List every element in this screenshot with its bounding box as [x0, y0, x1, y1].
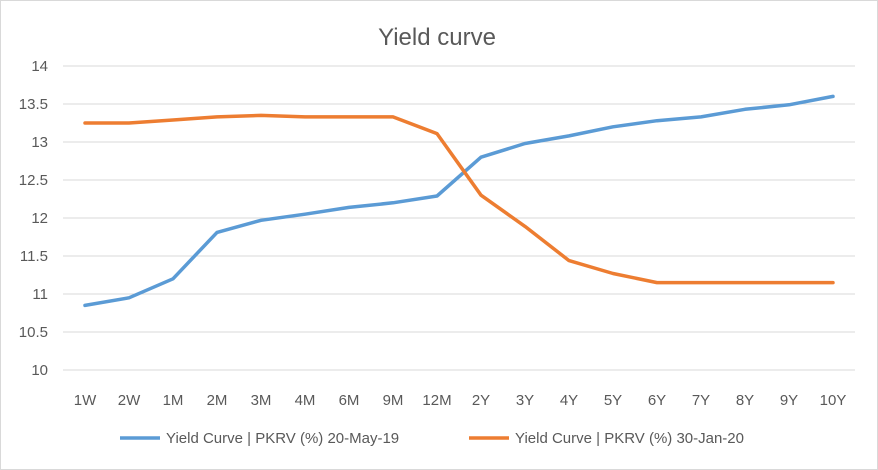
x-tick-label: 9M: [383, 392, 404, 409]
x-tick-label: 2W: [118, 392, 141, 409]
x-tick-label: 4Y: [560, 392, 578, 409]
x-tick-label: 6M: [339, 392, 360, 409]
x-tick-label: 4M: [295, 392, 316, 409]
legend-label-2: Yield Curve | PKRV (%) 30-Jan-20: [515, 430, 744, 447]
x-tick-label: 5Y: [604, 392, 622, 409]
y-tick-label: 10: [31, 362, 48, 379]
x-axis-ticks: 1W 2W 1M 2M 3M 4M 6M 9M 12M 2Y 3Y 4Y 5Y 6Y 7Y 8Y 9Y 10Y: [74, 392, 847, 409]
gridlines: [63, 65, 855, 371]
x-tick-label: 8Y: [736, 392, 754, 409]
x-tick-label: 12M: [422, 392, 451, 409]
y-tick-label: 13: [31, 134, 48, 151]
x-tick-label: 10Y: [820, 392, 847, 409]
legend: Yield Curve | PKRV (%) 20-May-19 Yield Cu…: [120, 430, 744, 447]
series-line-2: [83, 113, 835, 285]
x-tick-label: 9Y: [780, 392, 798, 409]
y-tick-label: 13.5: [19, 96, 48, 113]
y-tick-label: 11: [32, 286, 48, 303]
y-tick-label: 12: [31, 210, 48, 227]
x-tick-label: 1W: [74, 392, 97, 409]
series-line-1: [83, 94, 835, 308]
x-tick-label: 3Y: [516, 392, 534, 409]
y-tick-label: 10.5: [19, 324, 48, 341]
y-tick-label: 12.5: [19, 172, 48, 189]
x-tick-label: 1M: [163, 392, 184, 409]
x-tick-label: 2Y: [472, 392, 490, 409]
y-axis-ticks: 10 10.5 11 11.5 12 12.5 13 13.5 14: [19, 58, 48, 379]
x-tick-label: 3M: [251, 392, 272, 409]
y-tick-label: 11.5: [20, 248, 48, 265]
legend-label-1: Yield Curve | PKRV (%) 20-May-19: [166, 430, 399, 447]
series-lines: [83, 94, 835, 308]
x-tick-label: 7Y: [692, 392, 710, 409]
chart-title: Yield curve: [378, 24, 496, 51]
y-tick-label: 14: [31, 58, 48, 75]
x-tick-label: 2M: [207, 392, 228, 409]
x-tick-label: 6Y: [648, 392, 666, 409]
